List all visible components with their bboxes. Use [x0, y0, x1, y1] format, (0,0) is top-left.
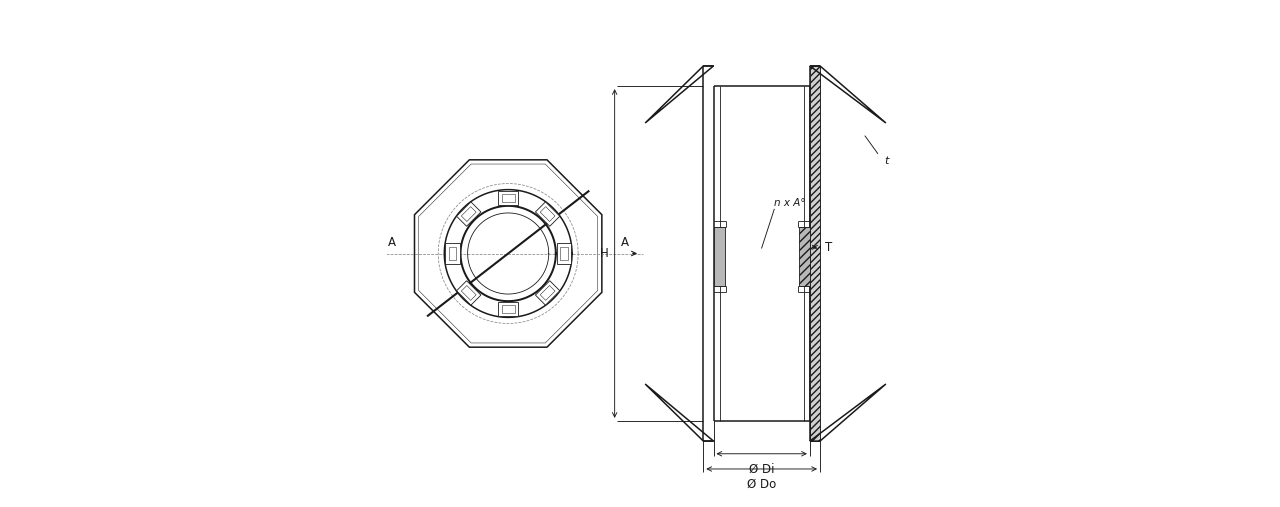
- Polygon shape: [535, 281, 559, 305]
- Text: t: t: [884, 156, 888, 166]
- Polygon shape: [457, 202, 481, 226]
- Text: A: A: [388, 236, 396, 249]
- Polygon shape: [557, 243, 571, 264]
- Polygon shape: [498, 191, 518, 205]
- Text: Ø Di: Ø Di: [749, 463, 774, 476]
- Text: A: A: [621, 236, 628, 249]
- Bar: [810, 66, 820, 441]
- Bar: [799, 227, 810, 286]
- Text: H: H: [600, 247, 608, 260]
- Text: T: T: [826, 241, 832, 254]
- Polygon shape: [498, 302, 518, 316]
- Bar: [713, 227, 724, 286]
- Polygon shape: [535, 202, 559, 226]
- Text: n x A°: n x A°: [774, 198, 806, 208]
- Polygon shape: [457, 281, 481, 305]
- Polygon shape: [445, 243, 460, 264]
- Text: Ø Do: Ø Do: [748, 478, 776, 491]
